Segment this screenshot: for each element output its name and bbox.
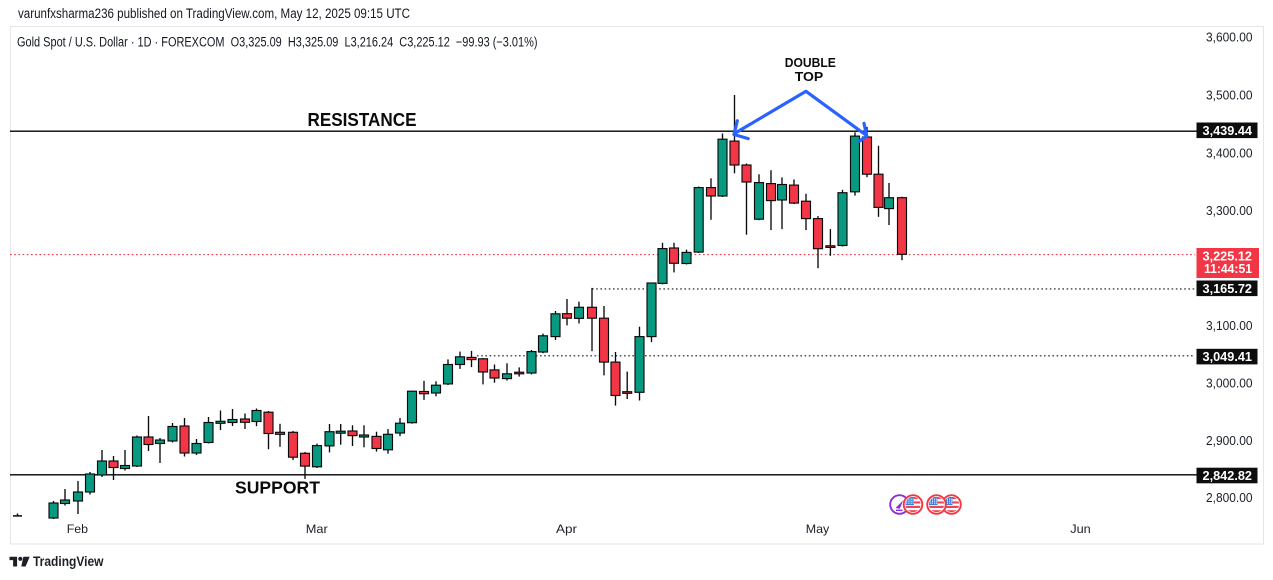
svg-text:SUPPORT: SUPPORT bbox=[235, 477, 320, 497]
svg-text:3,100.00: 3,100.00 bbox=[1206, 318, 1253, 333]
svg-text:varunfxsharma236 published on: varunfxsharma236 published on TradingVie… bbox=[18, 6, 410, 21]
svg-text:TradingView: TradingView bbox=[33, 554, 104, 569]
svg-text:3,300.00: 3,300.00 bbox=[1206, 203, 1253, 218]
svg-text:Jun: Jun bbox=[1070, 522, 1091, 536]
svg-text:11:44:51: 11:44:51 bbox=[1204, 261, 1252, 276]
svg-text:3,000.00: 3,000.00 bbox=[1206, 376, 1253, 391]
svg-text:2,800.00: 2,800.00 bbox=[1206, 490, 1253, 505]
svg-text:3,225.12: 3,225.12 bbox=[1203, 249, 1253, 264]
svg-text:RESISTANCE: RESISTANCE bbox=[308, 109, 417, 130]
svg-text:TOP: TOP bbox=[795, 70, 824, 84]
svg-text:DOUBLE: DOUBLE bbox=[785, 56, 836, 70]
svg-text:3,439.44: 3,439.44 bbox=[1203, 123, 1253, 138]
svg-text:3,500.00: 3,500.00 bbox=[1206, 88, 1253, 103]
svg-text:Gold Spot / U.S. Dollar · 1D ·: Gold Spot / U.S. Dollar · 1D · FOREXCOM … bbox=[17, 34, 538, 49]
svg-text:3,049.41: 3,049.41 bbox=[1203, 349, 1253, 364]
svg-text:Apr: Apr bbox=[556, 522, 577, 536]
svg-text:3,600.00: 3,600.00 bbox=[1206, 30, 1253, 45]
svg-text:Mar: Mar bbox=[306, 522, 328, 536]
svg-text:3,165.72: 3,165.72 bbox=[1203, 281, 1253, 296]
svg-text:2,900.00: 2,900.00 bbox=[1206, 433, 1253, 448]
svg-text:3,400.00: 3,400.00 bbox=[1206, 146, 1253, 161]
svg-text:May: May bbox=[806, 522, 830, 536]
svg-text:Feb: Feb bbox=[67, 522, 88, 536]
svg-text:2,842.82: 2,842.82 bbox=[1203, 468, 1253, 483]
